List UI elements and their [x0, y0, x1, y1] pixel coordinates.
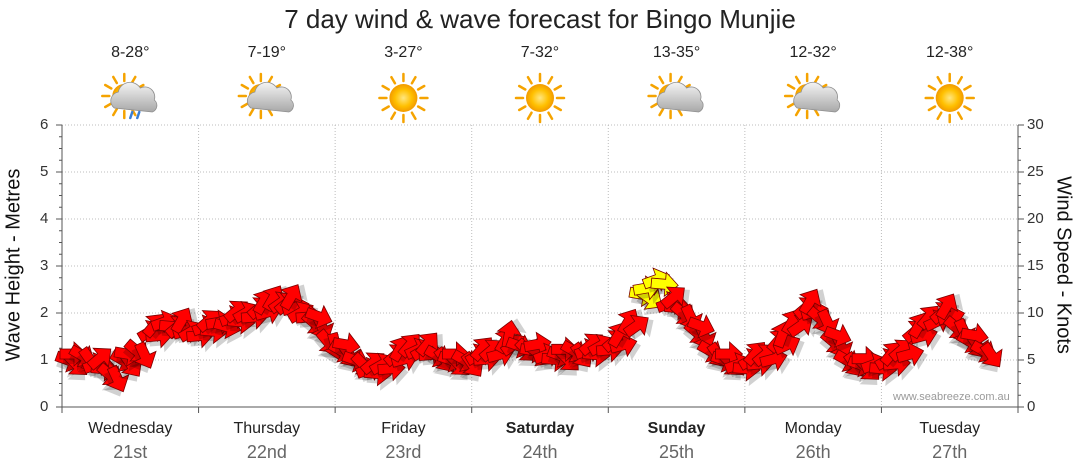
day-date-tuesday: 27th	[932, 442, 968, 462]
day-date-thursday: 22nd	[246, 442, 287, 462]
y-left-tick-label: 1	[40, 351, 49, 368]
temp-range-wednesday: 8-28°	[111, 44, 150, 61]
day-date-friday: 23rd	[385, 442, 422, 462]
wind-arrow	[659, 286, 690, 312]
temp-range-friday: 3-27°	[384, 44, 423, 61]
sun-cloud-icon	[783, 72, 841, 120]
y-left-tick-label: 4	[40, 210, 49, 227]
sun-icon	[924, 72, 975, 124]
y-left-tick-label: 5	[40, 163, 49, 180]
temp-range-sunday: 13-35°	[652, 44, 701, 61]
wind-arrow	[798, 288, 827, 316]
temp-range-saturday: 7-32°	[520, 44, 560, 61]
day-name-sunday: Sunday	[647, 420, 706, 437]
day-name-thursday: Thursday	[233, 420, 301, 437]
y-left-tick-label: 2	[40, 304, 49, 321]
wind-arrow	[977, 341, 1003, 373]
temp-range-tuesday: 12-38°	[926, 44, 974, 61]
y-right-tick-label: 10	[1027, 304, 1044, 321]
day-date-saturday: 24th	[522, 442, 558, 462]
y-right-tick-label: 30	[1027, 116, 1044, 133]
day-name-saturday: Saturday	[505, 420, 575, 437]
y-right-tick-label: 5	[1027, 351, 1036, 368]
wind-arrow	[130, 341, 157, 374]
y-right-tick-label: 25	[1027, 163, 1044, 180]
day-date-wednesday: 21st	[113, 442, 148, 462]
wind-arrow	[279, 284, 308, 312]
y-left-tick-label: 6	[40, 116, 49, 133]
sun-cloud-icon	[237, 72, 294, 120]
day-name-monday: Monday	[784, 420, 842, 437]
sun-icon	[514, 72, 566, 124]
day-date-sunday: 25th	[659, 442, 695, 462]
sun-icon	[378, 72, 429, 124]
day-name-tuesday: Tuesday	[919, 420, 981, 437]
wind-arrow	[935, 293, 964, 321]
chart-title: 7 day wind & wave forecast for Bingo Mun…	[284, 4, 796, 34]
day-name-friday: Friday	[381, 420, 426, 437]
sun-cloud-icon	[647, 72, 704, 120]
wind-arrow	[823, 323, 853, 353]
day-name-wednesday: Wednesday	[88, 420, 173, 437]
temp-range-monday: 12-32°	[789, 44, 837, 61]
wind-arrow	[103, 364, 130, 397]
wind-arrow	[686, 314, 716, 344]
y-left-tick-label: 3	[40, 257, 49, 274]
y-right-tick-label: 15	[1027, 257, 1044, 274]
y-right-tick-label: 0	[1027, 398, 1036, 415]
y-right-tick-label: 20	[1027, 210, 1044, 227]
temp-range-thursday: 7-19°	[247, 44, 287, 61]
y-left-tick-label: 0	[40, 398, 49, 415]
wind-arrow	[304, 304, 334, 335]
day-date-monday: 26th	[795, 442, 831, 462]
wind-arrow	[622, 314, 654, 340]
credit-text: www.seabreeze.com.au	[893, 391, 1010, 403]
sun-cloud-rain-icon	[101, 72, 158, 120]
wind-arrow	[895, 341, 928, 370]
wind-arrow	[786, 314, 818, 340]
